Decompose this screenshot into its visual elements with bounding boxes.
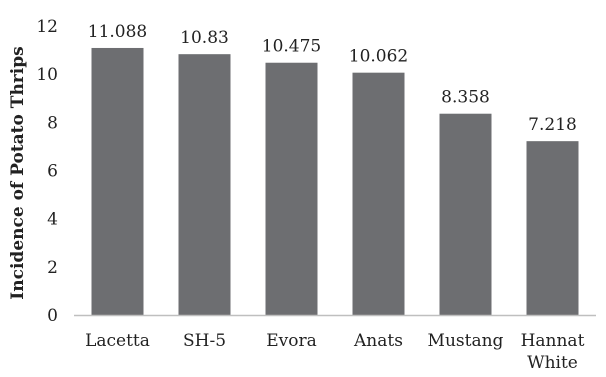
data-labels: 11.088 10.83 10.475 10.062 8.358 7.218 bbox=[88, 22, 577, 135]
data-label: 7.218 bbox=[528, 115, 577, 135]
category-label: Lacetta bbox=[85, 331, 150, 351]
y-tick-label: 8 bbox=[47, 113, 58, 133]
bars bbox=[91, 47, 579, 316]
y-tick-label: 0 bbox=[47, 306, 58, 326]
category-label: Evora bbox=[266, 331, 317, 351]
y-tick-label: 10 bbox=[36, 65, 58, 85]
y-axis-ticks: 0 2 4 6 8 10 12 bbox=[36, 17, 58, 326]
data-label: 11.088 bbox=[88, 22, 147, 42]
bar bbox=[91, 47, 144, 316]
y-tick-label: 6 bbox=[47, 162, 58, 182]
category-label: Anats bbox=[353, 331, 403, 351]
category-label: Hannat White bbox=[521, 331, 585, 373]
data-label: 8.358 bbox=[441, 88, 490, 108]
y-axis-label: Incidence of Potato Thrips bbox=[8, 46, 28, 299]
bar bbox=[178, 54, 231, 316]
category-label: Mustang bbox=[428, 331, 504, 351]
y-tick-label: 12 bbox=[36, 17, 58, 37]
bar bbox=[265, 62, 318, 316]
category-label: SH-5 bbox=[183, 331, 226, 351]
data-label: 10.475 bbox=[262, 37, 321, 57]
y-tick-label: 2 bbox=[47, 258, 58, 278]
bar bbox=[526, 141, 579, 315]
bar bbox=[439, 113, 492, 315]
data-label: 10.062 bbox=[349, 47, 408, 67]
bar bbox=[352, 72, 405, 316]
category-labels: Lacetta SH-5 Evora Anats Mustang Hannat White bbox=[85, 331, 584, 373]
y-tick-label: 4 bbox=[47, 210, 58, 230]
data-label: 10.83 bbox=[180, 28, 229, 48]
